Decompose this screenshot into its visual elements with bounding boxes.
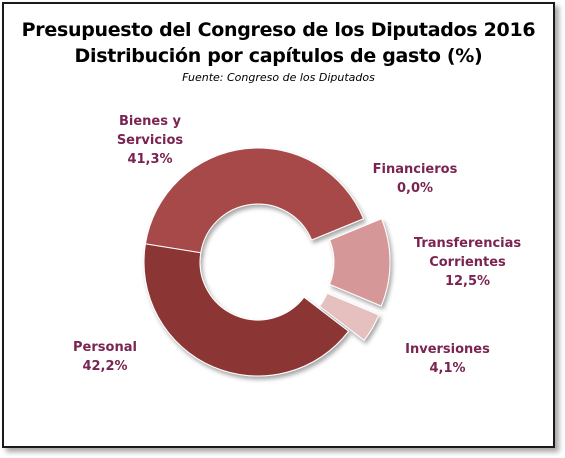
slice-transferencias-corrientes [328, 218, 391, 307]
slice-label-line: Corrientes [429, 255, 506, 270]
slice-personal [143, 243, 350, 377]
chart-title: Presupuesto del Congreso de los Diputado… [21, 19, 536, 41]
slice-bienes-servicios [144, 147, 365, 254]
slice-value-label: 4,1% [429, 361, 466, 376]
slice-value-label: 12,5% [444, 274, 491, 289]
slice-label-line: Inversiones [405, 342, 490, 357]
slice-label-transferencias-corrientes: Transferencias Corrientes 12,5% [400, 234, 535, 291]
slice-label-line: Financieros [372, 162, 458, 177]
slice-value-label: 41,3% [127, 152, 173, 167]
slice-label-line: Servicios [116, 133, 184, 148]
slice-label-inversiones: Inversiones 4,1% [395, 340, 500, 378]
slice-value-label: 42,2% [82, 359, 128, 374]
slice-label-line: Transferencias [413, 236, 522, 251]
chart-subtitle: Distribución por capítulos de gasto (%) [74, 45, 483, 67]
slice-label-financieros: Financieros 0,0% [365, 160, 465, 198]
slice-value-label: 0,0% [396, 181, 434, 196]
slice-inversiones [318, 292, 380, 341]
slice-label-personal: Personal 42,2% [60, 338, 150, 376]
slice-label-bienes-servicios: Bienes y Servicios 41,3% [95, 112, 205, 169]
chart-source: Fuente: Congreso de los Diputados [182, 71, 375, 84]
slice-label-line: Personal [73, 340, 137, 355]
slice-label-line: Bienes y [119, 114, 181, 129]
